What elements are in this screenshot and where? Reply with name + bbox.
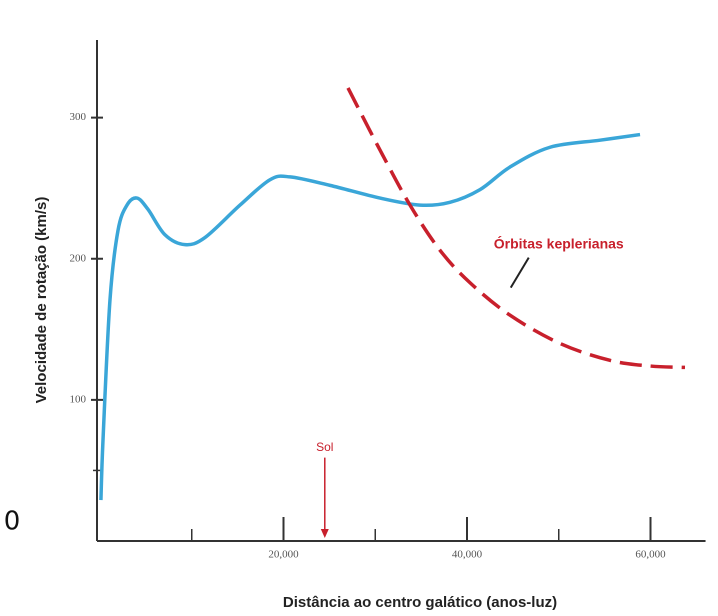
y-tick-label: 100 (70, 393, 87, 405)
y-tick-label: 200 (70, 252, 87, 264)
x-tick-label: 20,000 (268, 549, 299, 561)
series-line (346, 87, 686, 370)
sol-arrow-head (320, 529, 329, 538)
y-tick-label: 300 (70, 111, 87, 123)
x-tick-label: 40,000 (452, 549, 483, 561)
x-tick-label: 60,000 (635, 549, 666, 561)
annotation: Órbitas keplerianas (494, 234, 624, 251)
series-line (99, 132, 641, 501)
origin-label: 0 (4, 507, 21, 537)
annotation-pointer (509, 257, 530, 289)
y-axis-label: Velocidade de rotação (km/s) (33, 197, 50, 404)
annotation: Sol (316, 440, 333, 454)
x-axis-label: Distância ao centro galático (anos-luz) (283, 594, 557, 611)
